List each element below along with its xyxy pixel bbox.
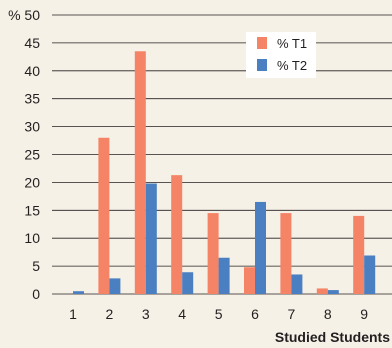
y-tick-label: % 50 [8, 7, 40, 23]
y-tick-label: 15 [24, 202, 40, 218]
bar-t1 [171, 175, 183, 294]
bar-t2 [145, 183, 157, 294]
y-tick-label: 45 [24, 35, 40, 51]
legend-swatch-t1 [257, 37, 267, 49]
x-tick-label: 9 [360, 306, 368, 322]
bars [73, 51, 376, 294]
bar-t2 [182, 272, 194, 294]
bar-t2 [73, 291, 84, 294]
x-tick-label: 8 [324, 306, 332, 322]
y-tick-label: 20 [24, 174, 40, 190]
bar-t1 [134, 51, 146, 294]
bar-t1 [207, 213, 219, 294]
legend-swatch-t2 [257, 59, 267, 71]
bar-t1 [353, 215, 365, 294]
bar-t2 [109, 278, 121, 294]
bar-t2 [364, 255, 376, 294]
x-axis-label: Studied Students [275, 329, 390, 345]
bar-t2 [291, 274, 303, 294]
legend: % T1 % T2 [246, 32, 316, 78]
x-tick-label: 6 [251, 306, 259, 322]
x-tick-label: 7 [288, 306, 296, 322]
y-tick-label: 10 [24, 230, 40, 246]
y-tick-label: 35 [24, 91, 40, 107]
bar-t1 [280, 213, 292, 294]
bar-t2 [218, 257, 230, 294]
legend-label-t2: % T2 [277, 58, 307, 73]
x-tick-label: 2 [106, 306, 114, 322]
y-tick-label: 40 [24, 63, 40, 79]
y-tick-label: 0 [32, 286, 40, 302]
y-tick-label: 25 [24, 147, 40, 163]
bar-t1 [98, 137, 110, 294]
bar-t1 [316, 288, 328, 294]
x-tick-label: 4 [178, 306, 186, 322]
y-tick-label: 5 [32, 258, 40, 274]
x-tick-label: 3 [142, 306, 150, 322]
bar-t2 [327, 290, 339, 294]
bar-t1 [244, 267, 255, 294]
y-tick-label: 30 [24, 119, 40, 135]
x-tick-label: 1 [69, 306, 77, 322]
bar-t2 [255, 201, 266, 294]
legend-label-t1: % T1 [277, 36, 307, 51]
x-tick-label: 5 [215, 306, 223, 322]
